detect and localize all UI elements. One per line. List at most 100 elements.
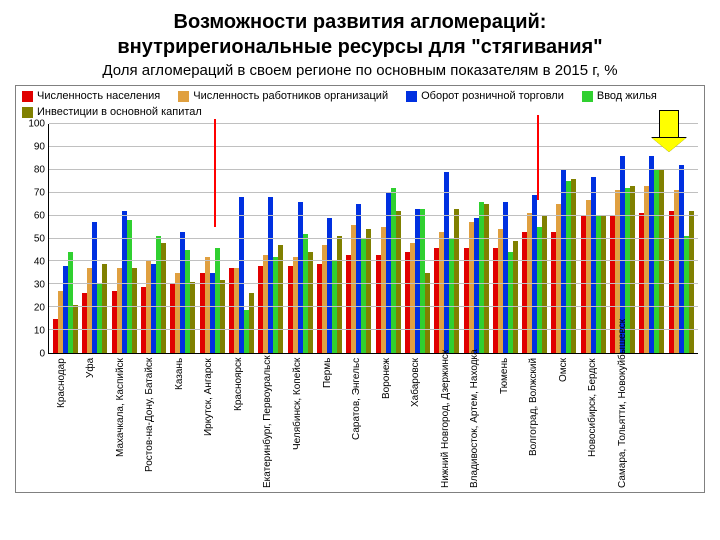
bar-group bbox=[434, 124, 459, 353]
bar-group bbox=[317, 124, 342, 353]
bar bbox=[102, 264, 107, 353]
bar bbox=[308, 252, 313, 353]
legend-swatch bbox=[22, 107, 33, 118]
y-tick-label: 60 bbox=[34, 211, 45, 222]
legend-label: Численность работников организаций bbox=[193, 90, 388, 102]
y-tick-label: 50 bbox=[34, 234, 45, 245]
bar bbox=[396, 211, 401, 353]
legend-label: Ввод жилья bbox=[597, 90, 657, 102]
chart-title: Возможности развития агломераций: внутри… bbox=[15, 10, 705, 60]
bar-group bbox=[405, 124, 430, 353]
x-tick-label: Хабаровск bbox=[411, 358, 423, 488]
bar bbox=[249, 293, 254, 353]
bar-group bbox=[464, 124, 489, 353]
bar-group bbox=[669, 124, 694, 353]
gridline bbox=[49, 238, 698, 239]
bar bbox=[190, 282, 195, 353]
plot-area: 0102030405060708090100 bbox=[22, 124, 698, 354]
x-tick-label: Краснодар bbox=[57, 358, 69, 488]
x-tick-label: Воронеж bbox=[382, 358, 394, 488]
legend-label: Численность населения bbox=[37, 90, 160, 102]
plot bbox=[48, 124, 698, 354]
legend-swatch bbox=[582, 91, 593, 102]
chart-subtitle: Доля агломераций в своем регионе по осно… bbox=[15, 62, 705, 79]
gridline bbox=[49, 123, 698, 124]
x-tick-label: Владивосток, Артем, Находка bbox=[470, 358, 482, 488]
bar-group bbox=[141, 124, 166, 353]
bar-group bbox=[258, 124, 283, 353]
bar bbox=[659, 170, 664, 353]
legend: Численность населения Численность работни… bbox=[22, 90, 698, 118]
gridline bbox=[49, 215, 698, 216]
x-tick-label: Саратов, Энгельс bbox=[352, 358, 364, 488]
gridline bbox=[49, 283, 698, 284]
bar bbox=[132, 268, 137, 353]
bar-group bbox=[551, 124, 576, 353]
x-tick-label: Тюмень bbox=[500, 358, 512, 488]
bar-group bbox=[581, 124, 606, 353]
bar bbox=[689, 211, 694, 353]
legend-label: Оборот розничной торговли bbox=[421, 90, 564, 102]
bar-group bbox=[112, 124, 137, 353]
legend-item: Численность населения bbox=[22, 90, 160, 102]
bar bbox=[484, 204, 489, 353]
bar-group bbox=[288, 124, 313, 353]
bar-group bbox=[376, 124, 401, 353]
bar bbox=[630, 186, 635, 353]
y-tick-label: 0 bbox=[39, 349, 45, 360]
x-tick-label: Омск bbox=[559, 358, 571, 488]
x-tick-label: Пермь bbox=[323, 358, 335, 488]
gridline bbox=[49, 169, 698, 170]
bar bbox=[366, 229, 371, 353]
bar-group bbox=[639, 124, 664, 353]
legend-swatch bbox=[22, 91, 33, 102]
x-tick-label: Челябинск, Копейск bbox=[293, 358, 305, 488]
gridline bbox=[49, 306, 698, 307]
title-line-2: внутрирегиональные ресурсы для "стягиван… bbox=[117, 36, 602, 58]
x-tick-label: Ростов-на-Дону, Батайск bbox=[145, 358, 157, 488]
x-tick-label: Иркутск, Ангарск bbox=[204, 358, 216, 488]
y-tick-label: 10 bbox=[34, 326, 45, 337]
x-tick-label bbox=[647, 358, 659, 488]
chart-container: Численность населения Численность работни… bbox=[15, 85, 705, 493]
x-tick-label: Казань bbox=[175, 358, 187, 488]
gridline bbox=[49, 260, 698, 261]
bars-layer bbox=[49, 124, 698, 353]
x-tick-label bbox=[677, 358, 689, 488]
bar-group bbox=[200, 124, 225, 353]
bar bbox=[513, 241, 518, 353]
y-tick-label: 30 bbox=[34, 280, 45, 291]
x-tick-label: Самара, Тольятти, Новокуйбышевск bbox=[618, 358, 630, 488]
bar-group bbox=[522, 124, 547, 353]
y-tick-label: 80 bbox=[34, 165, 45, 176]
y-axis: 0102030405060708090100 bbox=[22, 124, 48, 354]
y-tick-label: 20 bbox=[34, 303, 45, 314]
gridline bbox=[49, 146, 698, 147]
x-tick-label: Махачкала, Каспийск bbox=[116, 358, 128, 488]
x-tick-label: Волгоград, Волжский bbox=[529, 358, 541, 488]
x-tick-label: Нижний Новгород, Дзержинск bbox=[441, 358, 453, 488]
gridline bbox=[49, 329, 698, 330]
bar bbox=[454, 209, 459, 353]
gridline bbox=[49, 192, 698, 193]
bar bbox=[220, 280, 225, 353]
bar-group bbox=[53, 124, 78, 353]
bar-group bbox=[170, 124, 195, 353]
x-tick-label: Красноярск bbox=[234, 358, 246, 488]
y-tick-label: 70 bbox=[34, 188, 45, 199]
title-line-1: Возможности развития агломераций: bbox=[174, 11, 547, 33]
legend-item: Инвестиции в основной капитал bbox=[22, 106, 202, 118]
y-tick-label: 40 bbox=[34, 257, 45, 268]
legend-swatch bbox=[406, 91, 417, 102]
y-tick-label: 100 bbox=[28, 119, 45, 130]
x-axis: КраснодарУфаМахачкала, КаспийскРостов-на… bbox=[48, 358, 698, 488]
bar-group bbox=[82, 124, 107, 353]
bar bbox=[337, 236, 342, 353]
legend-item: Численность работников организаций bbox=[178, 90, 388, 102]
x-tick-label: Екатеринбург, Первоуральск bbox=[263, 358, 275, 488]
legend-label: Инвестиции в основной капитал bbox=[37, 106, 202, 118]
bar-group bbox=[493, 124, 518, 353]
bar bbox=[571, 179, 576, 353]
legend-item: Ввод жилья bbox=[582, 90, 657, 102]
legend-item: Оборот розничной торговли bbox=[406, 90, 564, 102]
